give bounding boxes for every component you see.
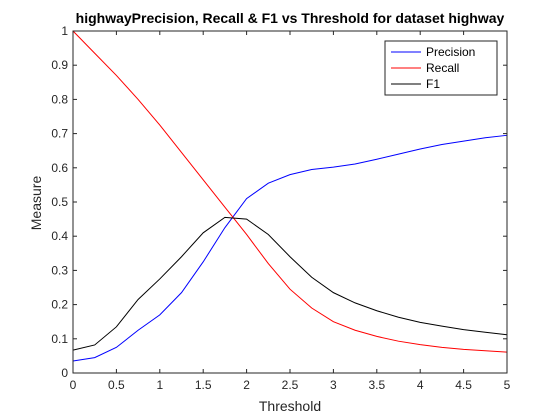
x-axis-label: Threshold <box>259 398 321 414</box>
y-tick-label: 0.9 <box>51 58 68 72</box>
x-tick-label: 1 <box>156 378 163 392</box>
y-tick-label: 0.2 <box>51 298 68 312</box>
x-tick-label: 1.5 <box>195 378 212 392</box>
legend: Precision Recall F1 <box>384 40 498 96</box>
x-tick-label: 5 <box>504 378 511 392</box>
y-tick-label: 1 <box>61 24 68 38</box>
y-axis-label: Measure <box>28 176 44 231</box>
y-tick-label: 0.4 <box>51 229 68 243</box>
x-tick-label: 4 <box>417 378 424 392</box>
series-line-recall <box>72 30 508 353</box>
axes-layer: 0 0.5 1 1.5 2 2.5 3 3.5 4 4.5 5 0 0.1 0.2 0.3 0.4 0.5 0.6… <box>51 24 510 392</box>
series-layer <box>72 30 508 362</box>
y-tick-label: 0.6 <box>51 161 68 175</box>
x-tick-label: 2 <box>243 378 250 392</box>
y-tick-label: 0.8 <box>51 92 68 106</box>
y-tick-label: 0.3 <box>51 263 68 277</box>
chart-title: highwayPrecision, Recall & F1 vs Thresho… <box>76 10 505 26</box>
legend-label-precision: Precision <box>426 45 475 59</box>
y-tick-label: 0.1 <box>51 332 68 346</box>
x-tick-label: 4.5 <box>455 378 472 392</box>
legend-label-recall: Recall <box>426 61 459 75</box>
x-tick-label: 3.5 <box>368 378 385 392</box>
x-tick-label: 0.5 <box>108 378 125 392</box>
legend-label-f1: F1 <box>426 77 440 91</box>
x-tick-label: 3 <box>330 378 337 392</box>
y-tick-label: 0.7 <box>51 127 68 141</box>
series-line-f1 <box>72 216 508 351</box>
y-tick-label: 0.5 <box>51 195 68 209</box>
y-tick-label: 0 <box>61 366 68 380</box>
x-tick-label: 2.5 <box>282 378 299 392</box>
series-line-precision <box>72 134 508 362</box>
x-tick-label: 0 <box>70 378 77 392</box>
